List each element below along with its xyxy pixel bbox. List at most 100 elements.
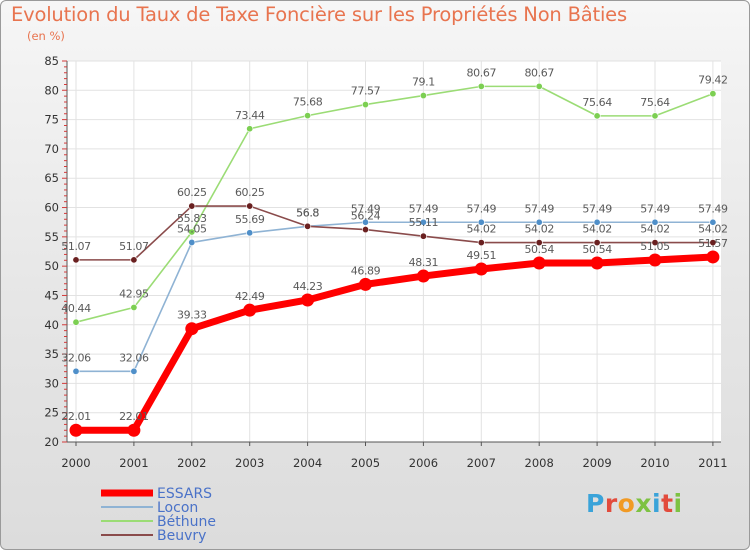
data-point-beuvry — [304, 222, 312, 230]
data-label-essars: 42.49 — [235, 290, 265, 303]
data-point-essars — [359, 277, 372, 291]
data-label-beuvry: 54.02 — [524, 223, 554, 236]
data-label-essars: 50.54 — [524, 243, 554, 256]
data-label-essars: 49.51 — [467, 249, 497, 262]
data-point-beuvry — [651, 239, 659, 247]
y-tick-label: 65 — [44, 171, 59, 185]
x-tick-label: 2009 — [582, 456, 611, 470]
data-point-béthune — [188, 228, 196, 236]
data-label-béthune: 73.44 — [235, 109, 265, 122]
data-point-beuvry — [593, 239, 601, 247]
legend-label-beuvry: Beuvry — [157, 528, 206, 544]
proxiti-logo: Proxiti — [586, 489, 683, 518]
data-point-locon — [535, 218, 543, 226]
data-point-beuvry — [72, 256, 80, 264]
y-tick-label: 80 — [44, 83, 59, 97]
logo-letter: P — [586, 489, 605, 518]
series-line-beuvry — [75, 205, 714, 261]
x-tick-label: 2004 — [293, 456, 322, 470]
data-label-beuvry: 60.25 — [177, 186, 207, 199]
legend-label-béthune: Béthune — [157, 514, 216, 530]
data-label-locon: 57.49 — [524, 202, 554, 215]
y-tick-label: 85 — [44, 54, 59, 68]
data-label-béthune: 40.44 — [61, 302, 91, 315]
data-label-essars: 51.05 — [640, 240, 670, 253]
y-tick-label: 70 — [44, 142, 59, 156]
x-tick-label: 2001 — [119, 456, 148, 470]
data-label-béthune: 75.64 — [640, 96, 670, 109]
data-point-locon — [361, 218, 369, 226]
y-tick-label: 35 — [44, 347, 59, 361]
data-label-béthune: 79.1 — [412, 76, 435, 89]
legend-label-essars: ESSARS — [157, 486, 212, 502]
legend-label-locon: Locon — [157, 500, 198, 516]
data-label-essars: 39.33 — [177, 309, 207, 322]
data-point-essars — [127, 423, 141, 437]
data-label-essars: 51.57 — [698, 237, 728, 250]
data-point-beuvry — [477, 239, 485, 247]
data-label-locon: 54.05 — [177, 222, 207, 235]
data-point-essars — [301, 293, 315, 307]
data-label-béthune: 80.67 — [467, 66, 497, 79]
data-point-beuvry — [361, 226, 369, 234]
data-label-essars: 48.31 — [409, 256, 439, 269]
series-line-locon — [75, 221, 714, 373]
data-label-essars: 44.23 — [293, 280, 323, 293]
data-point-béthune — [477, 82, 485, 90]
data-label-locon: 57.49 — [640, 202, 670, 215]
data-label-essars: 50.54 — [582, 243, 612, 256]
data-label-béthune: 55.83 — [177, 212, 207, 225]
data-label-beuvry: 56.8 — [296, 206, 319, 219]
y-tick-label: 25 — [44, 406, 59, 420]
series-line-essars — [72, 253, 717, 434]
data-label-béthune: 75.64 — [582, 96, 612, 109]
logo-letter: x — [635, 489, 652, 518]
data-point-béthune — [535, 82, 543, 90]
data-point-locon — [709, 218, 717, 226]
data-label-beuvry: 54.02 — [698, 223, 728, 236]
data-label-locon: 57.49 — [351, 202, 381, 215]
data-label-locon: 32.06 — [61, 351, 91, 364]
logo-letter: t — [661, 489, 674, 518]
data-label-beuvry: 51.07 — [61, 240, 91, 253]
data-point-beuvry — [188, 202, 196, 210]
data-point-locon — [477, 218, 485, 226]
data-label-beuvry: 55.11 — [409, 216, 439, 229]
data-point-beuvry — [419, 232, 427, 240]
data-label-locon: 55.69 — [235, 213, 265, 226]
data-label-béthune: 75.68 — [293, 96, 323, 109]
y-tick-label: 55 — [44, 230, 59, 244]
data-point-locon — [651, 218, 659, 226]
data-label-essars: 46.89 — [351, 264, 381, 277]
data-label-essars: 22.01 — [119, 410, 149, 423]
data-point-essars — [416, 269, 430, 283]
data-label-locon: 57.49 — [409, 202, 439, 215]
data-label-beuvry: 56.24 — [351, 210, 381, 223]
data-point-locon — [593, 218, 601, 226]
data-point-essars — [243, 303, 257, 317]
data-label-béthune: 79.42 — [698, 74, 728, 87]
data-label-béthune: 42.95 — [119, 287, 149, 300]
data-label-beuvry: 54.02 — [582, 223, 612, 236]
data-label-béthune: 77.57 — [351, 85, 381, 98]
data-point-beuvry — [709, 239, 717, 247]
data-point-essars — [590, 256, 604, 270]
data-label-beuvry: 60.25 — [235, 186, 265, 199]
data-point-essars — [648, 253, 662, 267]
series-line-béthune — [75, 85, 714, 323]
data-label-beuvry: 54.02 — [467, 223, 497, 236]
y-tick-label: 50 — [44, 259, 59, 273]
data-label-beuvry: 51.07 — [119, 240, 149, 253]
data-point-béthune — [651, 112, 659, 120]
data-label-beuvry: 54.02 — [640, 223, 670, 236]
x-tick-label: 2000 — [61, 456, 90, 470]
data-point-beuvry — [130, 256, 138, 264]
y-tick-label: 40 — [44, 318, 59, 332]
y-tick-label: 75 — [44, 113, 59, 127]
y-unit-label: (en %) — [27, 29, 65, 43]
data-point-locon — [246, 229, 254, 237]
data-label-locon: 57.49 — [698, 202, 728, 215]
data-point-beuvry — [246, 202, 254, 210]
chart-title: Evolution du Taux de Taxe Foncière sur l… — [11, 3, 627, 26]
